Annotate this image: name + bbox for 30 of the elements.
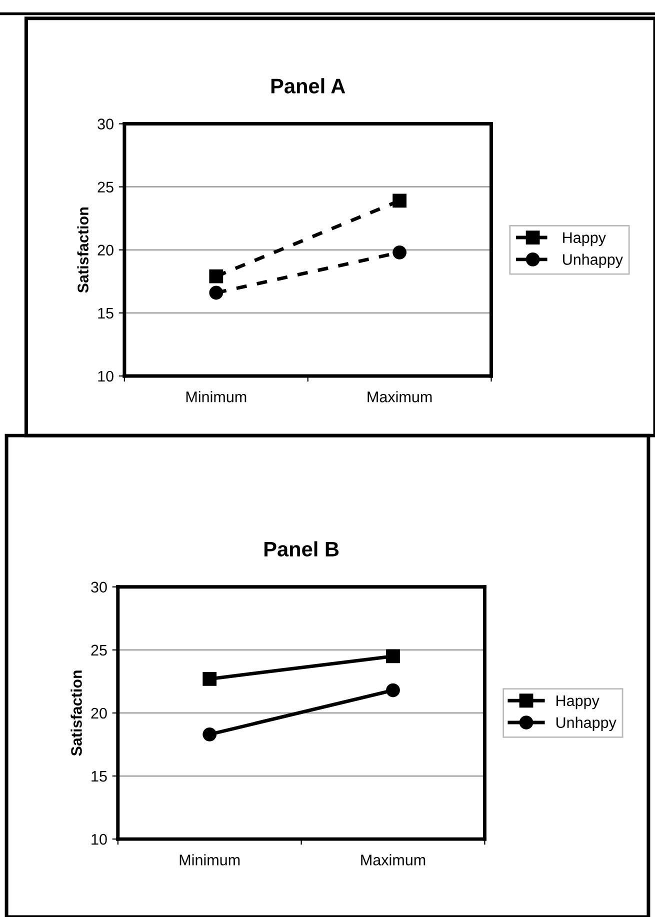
y-tick-label: 25 xyxy=(91,644,107,656)
y-tick-label: 20 xyxy=(91,708,107,719)
point xyxy=(209,286,224,300)
y-tick-label: 15 xyxy=(98,308,114,319)
point xyxy=(392,194,406,208)
x-tick-label: Minimum xyxy=(180,854,240,866)
x-tick-label: Maximum xyxy=(361,854,426,866)
chart-title: Panel A xyxy=(271,78,346,94)
point xyxy=(392,245,406,260)
y-axis-title: Satisfaction xyxy=(70,670,82,756)
y-tick-label: 30 xyxy=(98,118,114,130)
point xyxy=(209,269,224,284)
legend-label: Happy xyxy=(563,232,606,246)
y-tick-label: 10 xyxy=(98,370,114,382)
point xyxy=(386,649,400,664)
point xyxy=(202,672,217,686)
point xyxy=(202,727,217,742)
y-tick-label: 15 xyxy=(92,771,107,782)
y-tick-label: 20 xyxy=(98,244,114,256)
y-tick-label: 10 xyxy=(92,834,107,845)
y-axis-title: Satisfaction xyxy=(77,208,88,293)
x-tick-label: Maximum xyxy=(368,391,432,402)
legend-label: Unhappy xyxy=(556,716,616,732)
legend-label: Unhappy xyxy=(563,254,623,268)
legend-label: Happy xyxy=(556,695,600,710)
point xyxy=(386,683,400,698)
y-tick-label: 30 xyxy=(91,582,107,593)
chart-title: Panel B xyxy=(264,541,339,557)
y-tick-label: 25 xyxy=(98,182,114,193)
x-tick-label: Minimum xyxy=(186,391,246,402)
